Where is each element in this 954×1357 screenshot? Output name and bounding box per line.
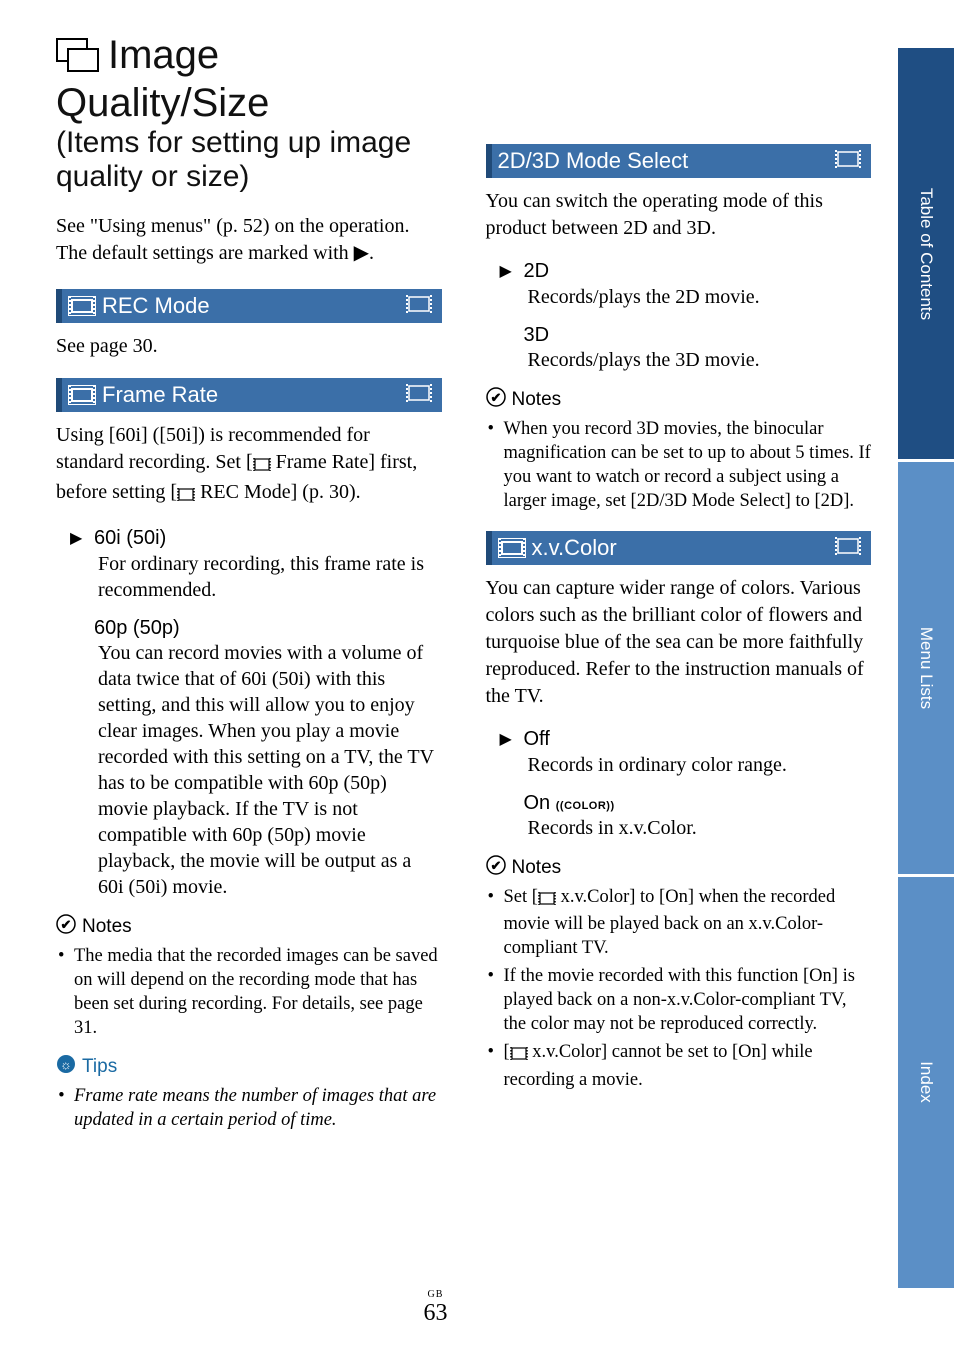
option-desc: Records in x.v.Color. xyxy=(528,815,872,841)
content-columns: Image Quality/Size (Items for setting up… xyxy=(56,32,871,1132)
svg-text:✔: ✔ xyxy=(490,390,501,405)
tips-list: Frame rate means the number of images th… xyxy=(56,1084,442,1132)
default-marker-icon: ▶ xyxy=(500,728,518,752)
notes-label: Notes xyxy=(512,389,562,411)
tab-label: Menu Lists xyxy=(916,627,936,709)
tab-table-of-contents[interactable]: Table of Contents xyxy=(898,48,954,459)
title-sub2: quality or size) xyxy=(56,160,442,195)
tips-label: Tips xyxy=(82,1056,117,1078)
film-icon xyxy=(498,538,526,558)
film-strip-icon xyxy=(406,382,432,408)
option-title: 60p (50p) xyxy=(94,617,180,640)
xvcolor-body: You can capture wider range of colors. V… xyxy=(486,575,872,710)
film-strip-icon xyxy=(835,535,861,561)
notes-icon: ✔ xyxy=(56,914,76,940)
page-title: Image Quality/Size (Items for setting up… xyxy=(56,32,442,195)
region-label: GB xyxy=(0,1289,871,1300)
tips-header: ☼ Tips xyxy=(56,1054,442,1080)
tip-item: Frame rate means the number of images th… xyxy=(56,1084,442,1132)
option-2d: ▶ 2D Records/plays the 2D movie. xyxy=(500,260,872,310)
page: Image Quality/Size (Items for setting up… xyxy=(0,0,954,1357)
side-tabs: Table of Contents Menu Lists Index xyxy=(898,48,954,1288)
quality-size-icon xyxy=(56,38,102,80)
notes-list: When you record 3D movies, the binocular… xyxy=(486,417,872,513)
film-icon xyxy=(68,296,96,316)
notes-header: ✔ Notes xyxy=(486,855,872,881)
left-column: Image Quality/Size (Items for setting up… xyxy=(56,32,442,1132)
notes-header: ✔ Notes xyxy=(56,914,442,940)
page-num-value: 63 xyxy=(424,1300,448,1326)
film-strip-icon xyxy=(406,293,432,319)
svg-text:☼: ☼ xyxy=(60,1057,72,1072)
option-title: On ((COLOR)) xyxy=(524,792,615,815)
default-marker-icon: ▶ xyxy=(500,260,518,284)
tab-label: Table of Contents xyxy=(916,188,936,320)
section-title: x.v.Color xyxy=(532,535,617,561)
page-number: GB 63 xyxy=(0,1289,871,1327)
option-3d: 3D Records/plays the 3D movie. xyxy=(500,324,872,373)
note-item: If the movie recorded with this function… xyxy=(486,964,872,1036)
tab-menu-lists[interactable]: Menu Lists xyxy=(898,459,954,873)
section-header-xvcolor: x.v.Color xyxy=(486,531,872,565)
option-title: 2D xyxy=(524,260,550,283)
option-title: 60i (50i) xyxy=(94,527,166,550)
notes-label: Notes xyxy=(512,857,562,879)
film-strip-icon xyxy=(835,148,861,174)
tab-label: Index xyxy=(916,1062,936,1104)
note-item: Set [ x.v.Color] to [On] when the record… xyxy=(486,885,872,960)
intro-text: See "Using menus" (p. 52) on the operati… xyxy=(56,213,442,267)
notes-label: Notes xyxy=(82,916,132,938)
svg-text:✔: ✔ xyxy=(61,917,72,932)
film-inline-icon xyxy=(253,452,271,479)
option-off: ▶ Off Records in ordinary color range. xyxy=(500,728,872,778)
color-indicator-icon: ((COLOR)) xyxy=(556,800,615,812)
film-inline-icon xyxy=(177,482,195,509)
section-header-frame-rate: Frame Rate xyxy=(56,378,442,412)
option-60p: 60p (50p) You can record movies with a v… xyxy=(70,617,442,900)
section-title: REC Mode xyxy=(102,293,210,319)
notes-list: The media that the recorded images can b… xyxy=(56,944,442,1040)
film-inline-icon xyxy=(538,888,556,912)
rec-mode-body: See page 30. xyxy=(56,333,442,360)
title-sub1: (Items for setting up image xyxy=(56,126,442,161)
on-label: On xyxy=(524,792,551,814)
option-desc: Records in ordinary color range. xyxy=(528,752,872,778)
notes-list: Set [ x.v.Color] to [On] when the record… xyxy=(486,885,872,1091)
svg-text:✔: ✔ xyxy=(490,858,501,873)
note-item: When you record 3D movies, the binocular… xyxy=(486,417,872,513)
film-icon xyxy=(68,385,96,405)
option-on: On ((COLOR)) Records in x.v.Color. xyxy=(500,792,872,841)
section-header-2d3d: 2D/3D Mode Select xyxy=(486,144,872,178)
mode-select-body: You can switch the operating mode of thi… xyxy=(486,188,872,242)
option-title: Off xyxy=(524,728,550,751)
notes-header: ✔ Notes xyxy=(486,387,872,413)
option-desc: Records/plays the 2D movie. xyxy=(528,284,872,310)
tab-index[interactable]: Index xyxy=(898,874,954,1288)
default-marker-icon: ▶ xyxy=(70,527,88,551)
option-desc: You can record movies with a volume of d… xyxy=(98,640,442,900)
right-column: 2D/3D Mode Select You can switch the ope… xyxy=(486,32,872,1132)
tips-icon: ☼ xyxy=(56,1054,76,1080)
section-title: 2D/3D Mode Select xyxy=(498,148,689,174)
option-title: 3D xyxy=(524,324,550,347)
frame-rate-body: Using [60i] ([50i]) is recommended for s… xyxy=(56,422,442,509)
notes-icon: ✔ xyxy=(486,387,506,413)
option-desc: For ordinary recording, this frame rate … xyxy=(98,551,442,603)
option-desc: Records/plays the 3D movie. xyxy=(528,347,872,373)
section-title: Frame Rate xyxy=(102,382,218,408)
note-item: The media that the recorded images can b… xyxy=(56,944,442,1040)
section-header-rec-mode: REC Mode xyxy=(56,289,442,323)
notes-icon: ✔ xyxy=(486,855,506,881)
note-item: [ x.v.Color] cannot be set to [On] while… xyxy=(486,1040,872,1091)
option-60i: ▶ 60i (50i) For ordinary recording, this… xyxy=(70,527,442,603)
film-inline-icon xyxy=(510,1043,528,1067)
